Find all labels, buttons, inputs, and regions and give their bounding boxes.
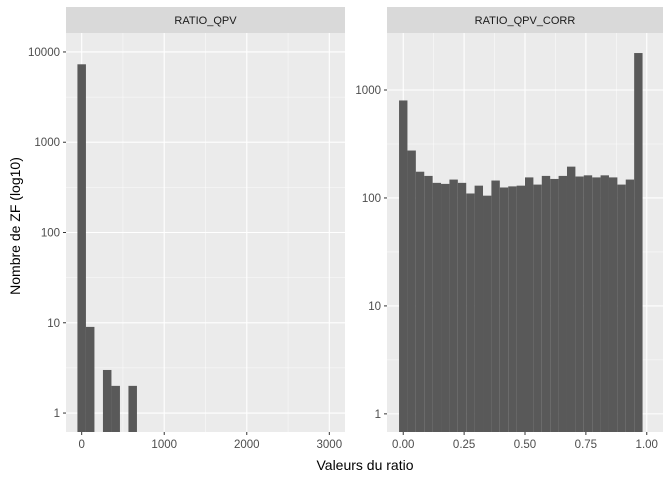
y-tick-label: 10000 <box>28 47 60 59</box>
histogram-bar <box>407 150 416 432</box>
x-tick-label: 0.25 <box>453 439 475 451</box>
histogram-bar <box>399 100 408 432</box>
facet-strip <box>387 7 663 33</box>
histogram-bar <box>592 177 601 432</box>
histogram-bar <box>524 177 534 432</box>
facet-panel-2: RATIO_QPV_CORR 1 10 100 1000 0.00 0.25 0.50 0.75… <box>355 7 663 451</box>
x-axis-title: Valeurs du ratio <box>316 457 413 473</box>
y-axis-title: Nombre de ZF (log10) <box>7 157 23 295</box>
x-tick-label: 3000 <box>317 439 343 451</box>
x-tick-label: 1000 <box>151 439 177 451</box>
histogram-bar <box>77 64 86 433</box>
x-tick-label: 2000 <box>234 439 260 451</box>
histogram-bar <box>457 182 467 432</box>
histogram-bar <box>516 185 526 432</box>
histogram-bar <box>608 177 618 432</box>
facet-title: RATIO_QPV <box>174 15 237 27</box>
y-tick-label: 100 <box>362 193 381 205</box>
histogram-bar <box>415 171 425 433</box>
y-tick-label: 10 <box>47 318 60 330</box>
histogram-bar <box>491 180 500 432</box>
histogram-bar <box>449 179 458 432</box>
histogram-bar <box>617 184 626 432</box>
histogram-bar <box>441 183 450 432</box>
y-tick-label: 1000 <box>355 85 381 97</box>
y-tick-label: 1000 <box>34 137 60 149</box>
histogram-bar <box>634 53 643 433</box>
x-tick-label: 0 <box>78 439 84 451</box>
y-tick-label: 100 <box>41 228 60 240</box>
y-tick-label: 1 <box>54 408 60 420</box>
histogram-bar <box>508 186 517 432</box>
histogram-bar <box>550 178 559 432</box>
histogram-bar <box>533 184 542 432</box>
histogram-bar <box>541 175 551 432</box>
facet-panel-1: RATIO_QPV 1 10 100 1000 10000 0 1000 2000 3000 <box>28 7 345 451</box>
histogram-bar <box>432 182 442 432</box>
histogram-bar <box>424 175 433 432</box>
facet-strip <box>66 7 345 33</box>
histogram-bar <box>128 385 137 432</box>
histogram-bar <box>483 195 492 432</box>
facet-title: RATIO_QPV_CORR <box>475 15 576 27</box>
x-tick-label: 1.00 <box>636 439 658 451</box>
x-tick-label: 0.50 <box>514 439 536 451</box>
histogram-bar <box>474 185 484 432</box>
histogram-bar <box>575 176 584 432</box>
histogram-bar <box>583 175 593 433</box>
x-tick-label: 0.75 <box>575 439 597 451</box>
histogram-bar <box>625 179 635 432</box>
histogram-bar <box>85 326 95 432</box>
histogram-bar <box>558 175 567 432</box>
histogram-bar <box>499 187 509 432</box>
histogram-bar <box>102 369 112 432</box>
y-tick-label: 10 <box>368 301 381 313</box>
histogram-bar <box>566 166 576 433</box>
histogram-bar <box>600 175 609 433</box>
x-tick-label: 0.00 <box>392 439 414 451</box>
histogram-bar <box>466 193 475 432</box>
histogram-bar <box>111 385 120 432</box>
y-tick-label: 1 <box>375 409 381 421</box>
